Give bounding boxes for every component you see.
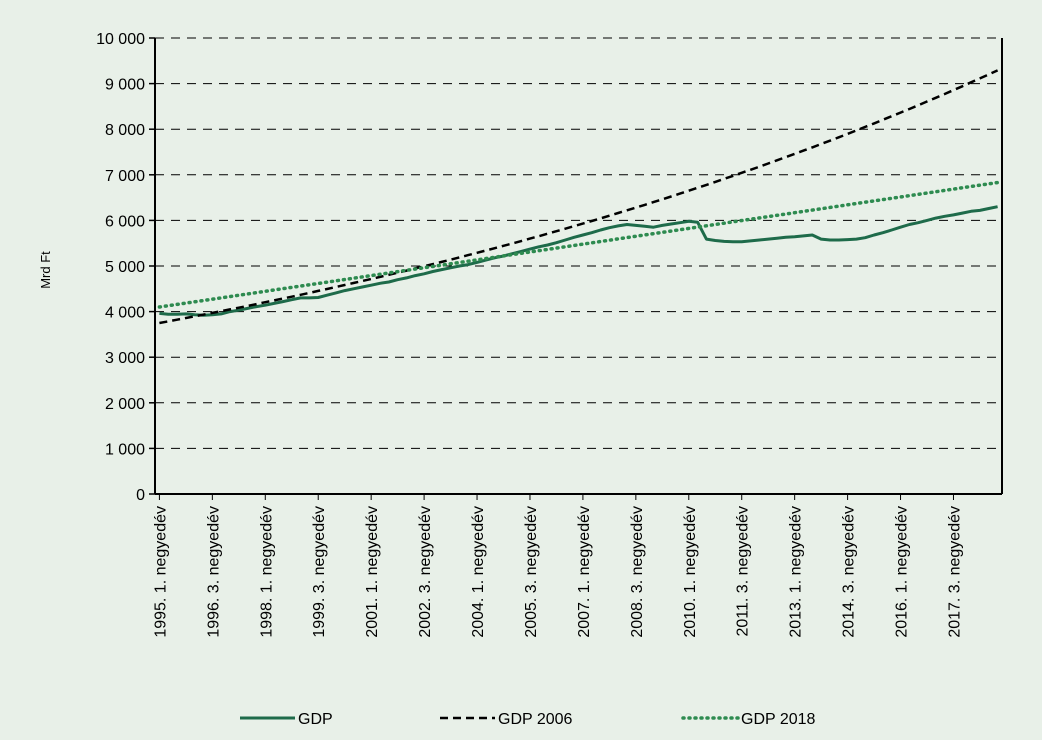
y-tick-label: 3 000 [105,350,145,367]
y-tick-label: 9 000 [105,77,145,94]
legend-item: GDP 2006 [440,711,573,728]
legend: GDP GDP 2006 GDP 2018 [240,711,816,728]
x-tick-label: 2014. 3. negyedév [841,506,858,638]
y-tick-label: 8 000 [105,122,145,139]
y-tick-label: 4 000 [105,305,145,322]
y-tick-label: 6 000 [105,213,145,230]
x-tick-label: 2005. 3. negyedév [523,506,540,638]
legend-item: GDP 2018 [681,711,816,728]
legend-item: GDP [240,711,333,728]
y-axis-label: Mrd Ft [38,251,53,289]
x-tick-label: 2017. 3. negyedév [946,506,963,638]
series-gdp2018-line [157,180,1000,309]
legend-label: GDP [298,711,333,728]
x-axis-ticks: 1995. 1. negyedév 1996. 3. negyedév 1998. … [152,494,963,638]
series-gdp-line [159,205,998,317]
y-tick-label: 5 000 [105,259,145,276]
y-tick-label: 10 000 [96,31,145,48]
series-lines [157,69,1000,325]
x-tick-label: 2013. 1. negyedév [788,506,805,638]
x-tick-label: 2011. 3. negyedév [735,506,752,636]
y-tick-label: 2 000 [105,396,145,413]
x-tick-label: 1996. 3. negyedév [205,506,222,638]
y-tick-label: 0 [136,487,145,504]
y-tick-label: 7 000 [105,168,145,185]
x-tick-label: 1995. 1. negyedév [152,506,169,638]
x-tick-label: 2004. 1. negyedév [470,506,487,638]
x-tick-label: 2016. 1. negyedév [894,506,911,638]
legend-label: GDP 2006 [498,711,573,728]
y-tick-label: 1 000 [105,441,145,458]
x-tick-label: 2007. 1. negyedév [576,506,593,638]
x-tick-label: 2001. 1. negyedév [364,506,381,638]
x-tick-label: 2010. 1. negyedév [682,506,699,638]
series-gdp2006-line [159,69,999,325]
x-tick-label: 1999. 3. negyedév [311,506,328,638]
y-axis-ticks: 0 1 000 2 000 3 000 4 000 5 000 6 000 7 000 8 00… [96,31,155,504]
gridlines [155,37,1002,449]
legend-label: GDP 2018 [741,711,816,728]
x-tick-label: 2002. 3. negyedév [417,506,434,638]
x-tick-label: 1998. 1. negyedév [258,506,275,638]
x-tick-label: 2008. 3. negyedév [629,506,646,638]
